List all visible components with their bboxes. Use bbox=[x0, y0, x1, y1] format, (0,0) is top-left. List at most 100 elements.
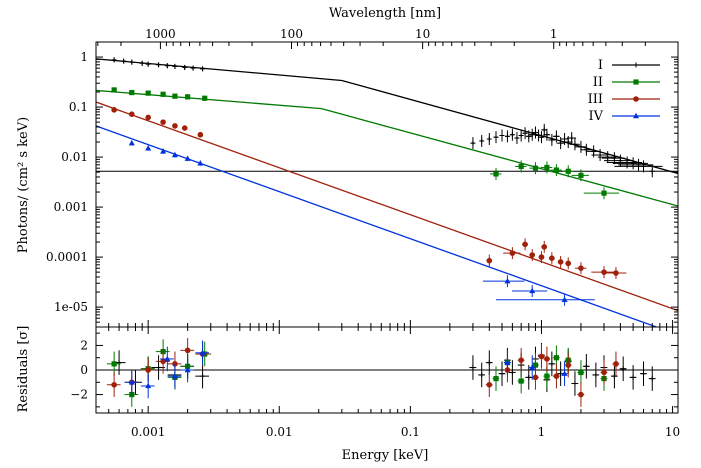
series-3-point bbox=[128, 111, 135, 117]
series-3-marker bbox=[541, 244, 548, 250]
series-2-residual-marker bbox=[553, 355, 560, 361]
series-3-residual bbox=[612, 351, 620, 377]
series-1-point bbox=[560, 132, 569, 145]
series-1-point bbox=[111, 57, 117, 63]
series-3-point bbox=[522, 238, 528, 251]
series-3-residual-marker bbox=[145, 367, 151, 373]
series-2-marker bbox=[493, 171, 499, 177]
series-3-marker bbox=[549, 255, 555, 262]
series-1-point bbox=[145, 61, 151, 67]
series-3-residual-marker bbox=[518, 357, 524, 363]
series-2-residual-marker bbox=[578, 369, 584, 376]
series-1-point bbox=[518, 129, 524, 142]
series-4-marker bbox=[171, 151, 178, 158]
series-4-point bbox=[145, 145, 152, 151]
x-tick-label: 1 bbox=[538, 425, 546, 439]
series-3-point bbox=[197, 131, 204, 138]
series-3-point bbox=[591, 266, 615, 279]
series-1-point bbox=[538, 131, 545, 144]
series-4-residual-marker bbox=[529, 364, 536, 370]
series-3-point bbox=[145, 114, 151, 121]
residuals-axis-label: Residuals [σ] bbox=[16, 326, 31, 413]
series-1-point bbox=[618, 158, 654, 171]
series-1-point bbox=[548, 133, 556, 146]
series-3-residual bbox=[485, 372, 493, 398]
series-1-residual bbox=[629, 365, 637, 390]
series-2-point bbox=[571, 169, 589, 182]
series-3-marker bbox=[111, 107, 117, 113]
series-3-marker bbox=[522, 241, 528, 248]
series-1-residual bbox=[478, 362, 486, 388]
series-1-residual bbox=[619, 356, 627, 382]
series-3-point bbox=[574, 262, 587, 275]
series-3-marker bbox=[172, 123, 178, 129]
series-2-point bbox=[145, 90, 151, 96]
series-3-residual bbox=[600, 360, 608, 385]
series-1-point bbox=[522, 127, 528, 140]
series-4-residual-marker bbox=[199, 349, 206, 355]
legend-label-2: II bbox=[593, 75, 603, 90]
series-1-point bbox=[569, 138, 580, 151]
x-tick-label: 0.01 bbox=[266, 425, 293, 439]
series-3-residual-marker bbox=[111, 381, 117, 388]
series-2-residual-marker bbox=[111, 361, 117, 367]
series-1-point bbox=[614, 160, 663, 173]
x-tick-label: 0.1 bbox=[401, 425, 420, 439]
series-4-residual-marker bbox=[171, 372, 178, 379]
series-1-point bbox=[190, 65, 196, 71]
series-1-point bbox=[514, 132, 520, 145]
legend-label-4: IV bbox=[588, 109, 603, 124]
series-3-residual bbox=[537, 344, 545, 369]
series-1-residual bbox=[571, 371, 579, 396]
series-1-point bbox=[504, 130, 510, 143]
series-3-point bbox=[541, 240, 548, 253]
series-4-residual bbox=[503, 350, 511, 375]
series-1-point bbox=[156, 62, 162, 68]
series-3-point bbox=[111, 107, 117, 113]
series-2-residual bbox=[492, 366, 500, 391]
y-axis-label: Photons/ (cm² s keV) bbox=[16, 117, 31, 253]
series-3-residual-marker bbox=[532, 374, 539, 381]
series-4-point bbox=[160, 148, 167, 154]
series-1-point bbox=[532, 126, 539, 139]
series-4-residual bbox=[195, 340, 210, 366]
y-tick-label: 1 bbox=[80, 50, 88, 64]
series-1-point bbox=[563, 136, 573, 149]
series-3-residual-marker bbox=[486, 381, 493, 388]
series-2-point bbox=[172, 93, 178, 99]
series-4-marker bbox=[184, 155, 191, 161]
series-2-residual-marker bbox=[532, 362, 539, 368]
series-1-point bbox=[470, 137, 476, 150]
series-2-marker bbox=[185, 94, 191, 100]
residuals-panel bbox=[96, 338, 678, 407]
series-1-residual bbox=[548, 351, 556, 377]
series-1-point bbox=[543, 128, 551, 141]
series-2-marker bbox=[111, 87, 117, 93]
series-2-point bbox=[540, 161, 553, 174]
series-4-point bbox=[171, 151, 178, 158]
series-3-marker bbox=[486, 257, 493, 264]
legend-label-1: I bbox=[598, 58, 603, 73]
series-3-marker bbox=[613, 270, 619, 276]
series-4-residual-marker bbox=[561, 370, 568, 376]
series-3-marker bbox=[565, 260, 572, 267]
series-3-marker bbox=[509, 250, 516, 256]
series-2-marker bbox=[578, 172, 584, 179]
series-4-residual-marker bbox=[164, 355, 171, 362]
series-3-marker bbox=[538, 254, 545, 260]
legend-marker-2 bbox=[633, 79, 639, 85]
series-2-marker bbox=[145, 90, 151, 96]
legend-marker-4 bbox=[633, 112, 639, 119]
series-3-residual-marker bbox=[160, 358, 166, 365]
series-2-marker bbox=[601, 190, 607, 196]
series-1-point bbox=[200, 66, 206, 72]
series-3-residual bbox=[543, 346, 551, 372]
series-3-marker bbox=[128, 111, 135, 117]
series-3-residual-marker bbox=[184, 347, 191, 354]
series-1-point bbox=[541, 123, 548, 136]
y-tick-label: 0.001 bbox=[54, 200, 88, 214]
series-3-point bbox=[557, 255, 564, 268]
series-2-marker bbox=[553, 167, 560, 173]
series-4-residual-marker bbox=[184, 366, 191, 373]
series-1-point bbox=[479, 134, 485, 147]
